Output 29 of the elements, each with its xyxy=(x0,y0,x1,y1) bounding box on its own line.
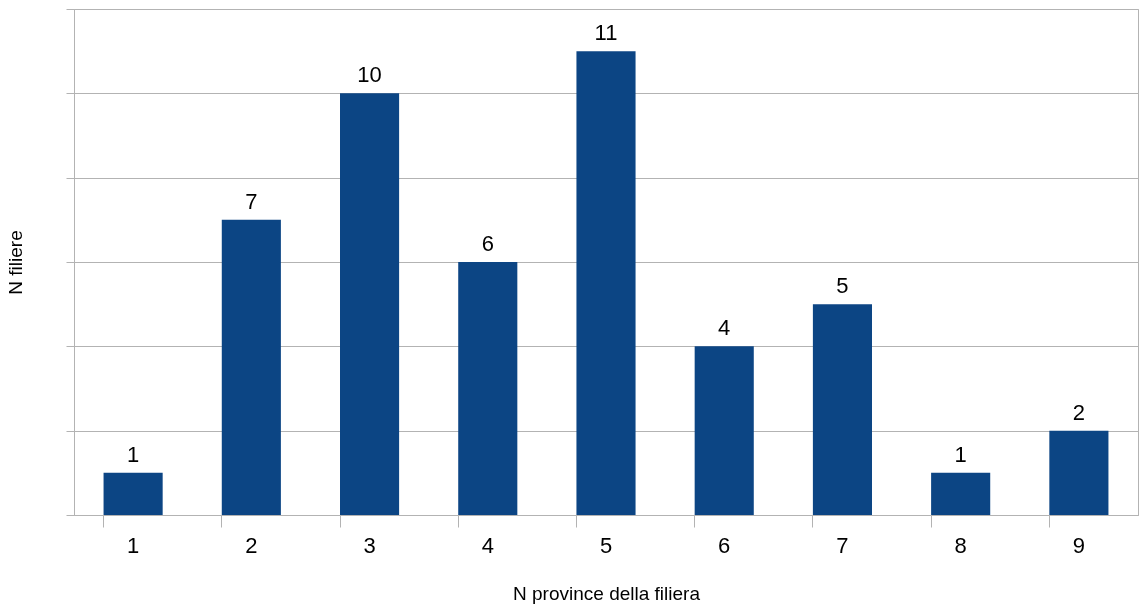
data-label: 2 xyxy=(1072,399,1086,425)
x-tick-label: 2 xyxy=(245,532,258,558)
x-tick-label: 4 xyxy=(481,532,494,558)
bar xyxy=(340,93,400,515)
data-label: 1 xyxy=(126,441,140,467)
x-tick-label: 8 xyxy=(954,532,967,558)
data-label: 6 xyxy=(481,231,494,256)
x-tick-label: 1 xyxy=(126,532,140,558)
data-label: 5 xyxy=(836,273,849,299)
data-label: 1 xyxy=(954,441,967,467)
bar xyxy=(576,51,636,515)
data-label: 10 xyxy=(357,62,382,88)
data-label: 7 xyxy=(245,188,258,214)
bar xyxy=(931,472,991,515)
x-tick-label: 7 xyxy=(836,532,849,558)
bar xyxy=(694,346,754,515)
x-tick-label: 3 xyxy=(363,532,376,558)
data-label: 11 xyxy=(594,20,618,46)
bar xyxy=(812,304,872,515)
x-axis-title: N province della filiera xyxy=(513,582,701,604)
bar xyxy=(1049,430,1109,515)
bar xyxy=(458,262,518,515)
x-tick-label: 6 xyxy=(718,532,731,558)
x-tick-label: 9 xyxy=(1072,532,1086,558)
bar xyxy=(103,472,163,515)
y-axis-title: N filiere xyxy=(5,230,26,295)
x-tick-label: 5 xyxy=(599,532,613,558)
data-label: 4 xyxy=(718,315,731,341)
bar xyxy=(221,219,281,515)
